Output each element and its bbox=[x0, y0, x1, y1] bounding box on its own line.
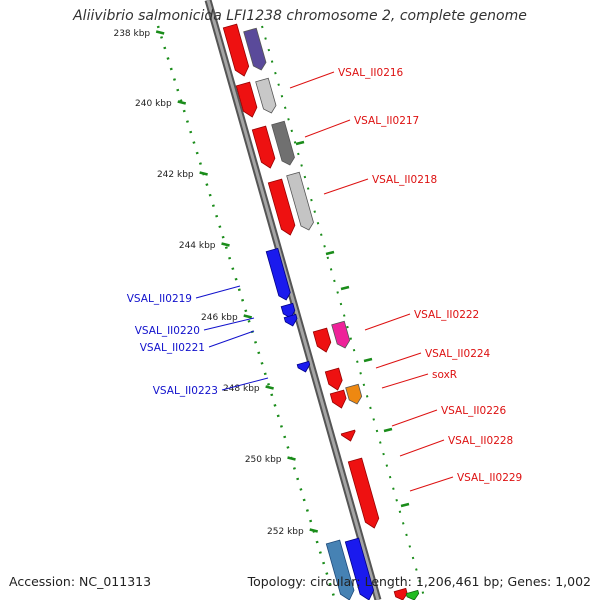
gene-arrow-magenta bbox=[331, 320, 351, 349]
major-tick bbox=[155, 30, 165, 35]
tick-label: 240 kbp bbox=[135, 99, 172, 109]
gene-label: VSAL_II0219 bbox=[127, 293, 192, 305]
tick-label: 250 kbp bbox=[245, 455, 282, 465]
major-tick bbox=[309, 528, 319, 533]
tick-label: 252 kbp bbox=[267, 527, 304, 537]
reverse-gene-arrow bbox=[280, 302, 296, 319]
accession-text: Accession: NC_011313 bbox=[9, 574, 152, 589]
gene-label: VSAL_II0223 bbox=[153, 385, 218, 397]
outer-track-dash bbox=[325, 250, 335, 256]
gene-label: VSAL_II0229 bbox=[457, 472, 522, 484]
forward-gene-arrow bbox=[347, 457, 380, 529]
genome-summary-text: Topology: circular; Length: 1,206,461 bp… bbox=[247, 574, 591, 589]
gene-label-leader bbox=[375, 352, 422, 369]
gene-arrow-purple bbox=[243, 27, 267, 71]
outer-track-dash bbox=[383, 427, 393, 433]
gene-arrow-lightgrey bbox=[255, 77, 277, 114]
feature-track bbox=[222, 23, 420, 600]
major-tick bbox=[199, 171, 208, 176]
backbone-core bbox=[206, 0, 380, 600]
forward-gene-arrow bbox=[393, 587, 408, 600]
label-layer: VSAL_II0216 VSAL_II0217 VSAL_II0218 VSAL_II… bbox=[127, 67, 522, 492]
tick-label: 238 kbp bbox=[113, 29, 150, 39]
gene-label-leader bbox=[304, 119, 351, 138]
gene-label-leader bbox=[364, 313, 411, 331]
forward-gene-arrow bbox=[251, 125, 276, 169]
backbone-track bbox=[204, 0, 382, 600]
gene-label: VSAL_II0224 bbox=[425, 348, 491, 360]
major-tick bbox=[243, 314, 253, 319]
forward-gene-arrow bbox=[222, 23, 250, 77]
tick-label: 248 kbp bbox=[223, 384, 260, 394]
reverse-gene-arrow bbox=[283, 313, 298, 327]
forward-gene-arrow bbox=[235, 81, 258, 118]
gene-arrow-orange bbox=[345, 383, 363, 405]
tick-label: 246 kbp bbox=[201, 313, 238, 323]
gene-arrow-darkgrey bbox=[271, 120, 295, 166]
tick-track-line bbox=[156, 25, 337, 600]
gene-label-leader bbox=[208, 330, 255, 348]
gene-label-leader bbox=[381, 373, 429, 389]
gene-label-leader bbox=[289, 71, 335, 89]
major-tick bbox=[265, 385, 274, 390]
major-tick bbox=[287, 456, 296, 461]
forward-gene-arrow bbox=[340, 429, 356, 442]
reverse-gene-arrow bbox=[265, 247, 291, 301]
forward-gene-arrow bbox=[267, 178, 296, 236]
reverse-gene-arrow bbox=[296, 360, 311, 373]
forward-gene-arrow bbox=[329, 389, 347, 409]
gene-label: VSAL_II0220 bbox=[135, 325, 200, 337]
gene-label-leader bbox=[391, 409, 438, 427]
gene-arrow-steelblue bbox=[325, 539, 355, 600]
tick-track: 238 kbp 240 kbp 242 kbp 244 kbp 246 kbp 248 k… bbox=[113, 25, 426, 600]
gene-arrow-blue bbox=[344, 537, 375, 600]
gene-label: VSAL_II0216 bbox=[338, 67, 404, 79]
outer-track-dash bbox=[340, 285, 350, 291]
gene-label: VSAL_II0221 bbox=[140, 342, 205, 354]
gene-label: VSAL_II0218 bbox=[372, 174, 437, 186]
gene-label: VSAL_II0222 bbox=[414, 309, 479, 321]
gene-label-leader bbox=[221, 377, 269, 391]
gene-label: VSAL_II0217 bbox=[354, 115, 419, 127]
gene-label-leader bbox=[195, 285, 241, 299]
outer-track-dash bbox=[295, 140, 305, 146]
gene-label-leader bbox=[409, 476, 454, 492]
gene-label-leader bbox=[203, 317, 255, 331]
forward-gene-arrow bbox=[312, 327, 332, 353]
outer-track-dash bbox=[400, 502, 410, 508]
major-tick bbox=[177, 100, 187, 105]
gene-label-leader bbox=[399, 439, 445, 457]
tick-label: 242 kbp bbox=[157, 170, 194, 180]
gene-arrow-lightgrey bbox=[286, 171, 314, 231]
tick-label: 244 kbp bbox=[179, 241, 216, 251]
gene-label: soxR bbox=[432, 369, 457, 381]
gene-label: VSAL_II0228 bbox=[448, 435, 513, 447]
forward-gene-arrow bbox=[324, 367, 343, 391]
map-title: Aliivibrio salmonicida LFI1238 chromosom… bbox=[73, 8, 527, 24]
major-tick bbox=[221, 242, 230, 247]
outer-track-dash bbox=[363, 357, 373, 363]
gene-label: VSAL_II0226 bbox=[441, 405, 507, 417]
gene-label-leader bbox=[323, 178, 369, 195]
gene-arrow-green bbox=[405, 589, 420, 600]
